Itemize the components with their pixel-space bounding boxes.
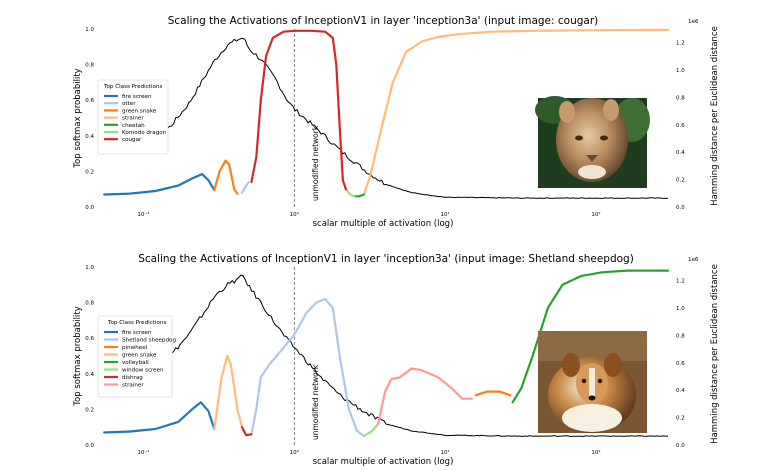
- legend-entry: cheetah: [122, 123, 145, 129]
- series-line: [103, 401, 216, 434]
- annotation-unmodified-network: unmodified network: [311, 364, 320, 440]
- y2-offset-label: 1e6: [688, 19, 699, 25]
- y2-axis-label: Hamming distance per Euclidean distance: [710, 26, 720, 206]
- y2-tick-label: 1.0: [676, 306, 685, 312]
- series-line: [474, 390, 512, 397]
- y-tick-label: 0.0: [85, 205, 94, 211]
- chart-title: Scaling the Activations of InceptionV1 i…: [168, 15, 599, 27]
- legend-entry: Shetland sheepdog: [122, 338, 176, 344]
- legend-entry: cougar: [122, 137, 142, 143]
- y2-tick-label: 0.2: [676, 178, 685, 184]
- distance-curve: [103, 274, 669, 438]
- y-axis-label: Top softmax probability: [73, 306, 83, 406]
- x-tick-label: 10¹: [441, 449, 450, 456]
- y2-tick-label: 0.0: [676, 443, 685, 449]
- y-tick-label: 0.4: [85, 134, 94, 140]
- chart-panel-cougar: Scaling the Activations of InceptionV1 i…: [73, 15, 720, 229]
- y2-tick-label: 0.2: [676, 416, 685, 422]
- y2-tick-label: 0.0: [676, 205, 685, 211]
- legend-entry: fire screen: [122, 330, 152, 336]
- legend-entry: window screen: [122, 368, 164, 374]
- y2-tick-label: 0.4: [676, 388, 685, 394]
- y-tick-label: 0.8: [85, 63, 94, 69]
- y-tick-label: 1.0: [85, 265, 94, 271]
- y2-tick-label: 0.4: [676, 150, 685, 156]
- legend-entry: fire screen: [122, 94, 152, 100]
- legend-entry: strainer: [122, 116, 144, 122]
- y-tick-label: 0.6: [85, 98, 94, 104]
- y-tick-label: 0.8: [85, 301, 94, 307]
- y-tick-label: 0.0: [85, 443, 94, 449]
- sheepdog-photo: [538, 331, 647, 433]
- x-tick-label: 10⁻¹: [137, 211, 149, 218]
- legend-entry: green snake: [122, 353, 157, 359]
- series-line: [103, 173, 216, 196]
- series-line: [240, 181, 250, 194]
- y2-tick-label: 0.8: [676, 333, 685, 339]
- series-line: [511, 269, 670, 404]
- legend-entry: otter: [122, 101, 136, 107]
- x-tick-label: 10⁻¹: [137, 449, 149, 456]
- annotation-unmodified-network: unmodified network: [311, 125, 320, 201]
- y-axis-label: Top softmax probability: [73, 68, 83, 168]
- series-line: [213, 354, 244, 431]
- chart-panel-sheepdog: Scaling the Activations of InceptionV1 i…: [73, 253, 720, 467]
- cougar-photo: [535, 96, 650, 188]
- y2-axis-label: Hamming distance per Euclidean distance: [710, 264, 720, 444]
- y2-tick-label: 0.8: [676, 95, 685, 101]
- series-line: [250, 297, 366, 438]
- chart-title: Scaling the Activations of InceptionV1 i…: [138, 253, 634, 265]
- x-axis-label: scalar multiple of activation (log): [313, 219, 454, 229]
- series-line: [377, 367, 473, 425]
- series-line: [353, 193, 366, 198]
- y2-tick-label: 0.6: [676, 361, 685, 367]
- series-line: [362, 422, 380, 438]
- y2-tick-label: 1.0: [676, 68, 685, 74]
- x-tick-label: 10²: [591, 211, 600, 218]
- y2-tick-label: 0.6: [676, 123, 685, 129]
- series-line: [250, 29, 347, 191]
- y2-offset-label: 1e6: [688, 257, 699, 263]
- y-tick-label: 0.2: [85, 169, 94, 175]
- series-line: [362, 28, 670, 196]
- x-axis-label: scalar multiple of activation (log): [313, 457, 454, 467]
- legend-entry: green snake: [122, 108, 157, 114]
- y2-tick-label: 1.2: [676, 279, 685, 285]
- series-line: [344, 188, 356, 198]
- legend-entry: pinwheel: [122, 345, 148, 351]
- legend-entry: strainer: [122, 383, 144, 389]
- y-tick-label: 1.0: [85, 27, 94, 33]
- legend-frame: [97, 79, 169, 155]
- legend-entry: dishrag: [122, 375, 143, 381]
- legend: Top Class Predictions fire screen Shetlan…: [97, 315, 176, 398]
- x-tick-label: 10⁰: [290, 449, 300, 456]
- legend-entry: Komodo dragon: [122, 130, 167, 136]
- legend: Top Class Predictions fire screenottergr…: [97, 79, 169, 155]
- series-line: [213, 159, 239, 195]
- legend-entry: volleyball: [122, 360, 149, 366]
- legend-title: Top Class Predictions: [107, 320, 166, 326]
- y-tick-label: 0.4: [85, 372, 94, 378]
- y-tick-label: 0.6: [85, 336, 94, 342]
- x-tick-label: 10²: [591, 449, 600, 456]
- x-tick-label: 10⁰: [290, 211, 300, 218]
- distance-curve: [104, 37, 669, 199]
- x-tick-label: 10¹: [441, 211, 450, 218]
- y2-tick-label: 1.2: [676, 41, 685, 47]
- y-tick-label: 0.2: [85, 407, 94, 413]
- legend-title: Top Class Predictions: [103, 84, 162, 90]
- series-line: [240, 426, 253, 437]
